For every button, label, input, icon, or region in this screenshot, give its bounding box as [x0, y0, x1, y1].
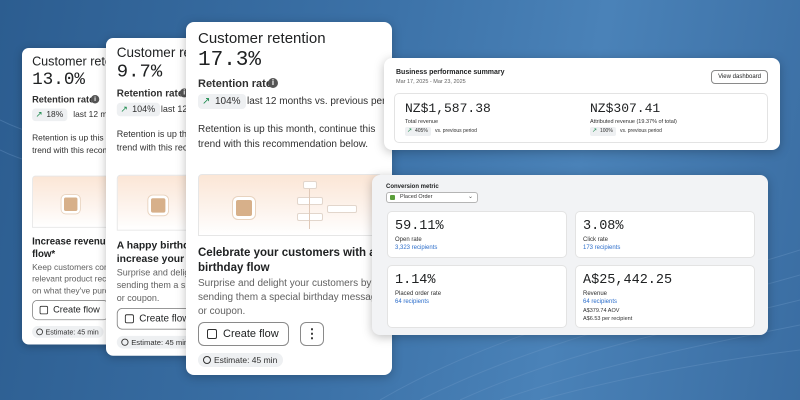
clock-icon — [203, 356, 211, 364]
retention-card: Customer retention 17.3% Retention rate i 10… — [186, 22, 392, 375]
metric-tile: 59.11% Open rate 3,323 recipients — [387, 211, 567, 258]
tile-label: Click rate — [583, 237, 609, 243]
date-range: Mar 17, 2025 - Mar 23, 2025 — [396, 79, 466, 85]
change-badge: 104% ↗ — [198, 94, 246, 109]
tile-extra: A$6.53 per recipient — [583, 316, 633, 322]
create-flow-button[interactable]: Create flow — [32, 300, 109, 321]
estimate-badge: Estimate: 45 min — [32, 326, 104, 338]
rate-label: Retention rate — [198, 78, 272, 90]
tile-label: Revenue — [583, 291, 608, 297]
tile-recipients[interactable]: 64 recipients — [395, 299, 430, 305]
tile-value: 3.08% — [583, 219, 624, 234]
change-badge: 405% ↗ — [405, 127, 431, 136]
rate-label: Retention rate — [116, 88, 184, 100]
more-button[interactable]: ⋮ — [300, 322, 324, 346]
trend-arrow: ↗ — [120, 104, 128, 115]
trend-arrow: ↗ — [35, 110, 43, 120]
flow-title: Increase revenue by cross-sell flow* — [32, 237, 173, 260]
view-dashboard-button[interactable]: View dashboard — [711, 70, 768, 84]
metric-dropdown[interactable]: Placed Order ⌄ — [386, 192, 478, 203]
tile-recipients[interactable]: 173 recipients — [583, 245, 621, 251]
info-icon: i — [179, 88, 189, 98]
trend-arrow: ↗ — [592, 128, 598, 134]
tile-value: 1.14% — [395, 273, 436, 288]
tile-value: 59.11% — [395, 219, 444, 234]
metric-label: Attributed revenue (19.37% of total) — [590, 119, 677, 125]
performance-card: Business performance summary Mar 17, 2025… — [384, 58, 780, 150]
message: Retention is up this month, continue thi… — [198, 124, 376, 150]
gift-icon — [233, 197, 255, 219]
chevron: ⌄ — [467, 194, 473, 200]
metric-tile: 1.14% Placed order rate 64 recipients — [387, 265, 567, 328]
retention-value: 9.7% — [116, 62, 163, 83]
info-icon: i — [268, 78, 278, 88]
card-title: Customer retention — [198, 30, 326, 47]
flow-line — [309, 189, 310, 229]
change-label: vs. previous period — [620, 128, 662, 134]
info-icon: i — [90, 95, 100, 104]
trend-arrow: ↗ — [407, 128, 413, 134]
trend-arrow: ↗ — [202, 96, 211, 107]
conversion-card: Conversion metric Placed Order ⌄ 59.11% Open… — [372, 175, 768, 335]
estimate-badge: Estimate: 45 min — [198, 353, 284, 367]
tile-extra: A$379.74 AOV — [583, 308, 620, 314]
flow-icon — [124, 314, 134, 324]
clock-icon — [36, 328, 43, 336]
tile-recipients[interactable]: 3,323 recipients — [395, 245, 438, 251]
change-badge: 100% ↗ — [590, 127, 616, 136]
change-badge: 18% ↗ — [32, 108, 68, 122]
change-label: vs. previous period — [435, 128, 477, 134]
tile-value: A$25,442.25 — [583, 273, 673, 288]
metrics-box: NZ$1,587.38 Total revenue 405% ↗ vs. previou… — [394, 93, 768, 143]
conversion-title: Conversion metric — [386, 184, 439, 190]
metric-label: Total revenue — [405, 119, 439, 125]
retention-value: 13.0% — [32, 70, 86, 90]
metric-value: NZ$1,587.38 — [405, 101, 491, 116]
flow-node — [327, 205, 357, 213]
gift-icon — [61, 195, 80, 214]
flow-node — [297, 197, 323, 205]
flow-icon — [207, 329, 217, 339]
rate-label: Retention rate — [32, 95, 95, 106]
create-flow-button[interactable]: Create flow — [198, 322, 289, 346]
flow-illustration — [198, 174, 382, 236]
flow-description: Surprise and delight your customers by s… — [198, 278, 382, 317]
metric-value: NZ$307.41 — [590, 101, 661, 116]
tile-label: Placed order rate — [395, 291, 442, 297]
flow-title: Celebrate your customers with a birthday… — [198, 247, 376, 274]
flow-node — [303, 181, 317, 189]
shopify-icon — [390, 195, 395, 200]
gift-icon — [148, 195, 169, 216]
metric-tile: 3.08% Click rate 173 recipients — [575, 211, 755, 258]
retention-value: 17.3% — [198, 49, 262, 72]
estimate-badge: Estimate: 45 min — [116, 335, 194, 349]
change-badge: 104% ↗ — [116, 102, 160, 117]
change-period: last 12 months vs. previous period — [247, 96, 392, 107]
tile-recipients[interactable]: 64 recipients — [583, 299, 618, 305]
flow-title: A happy birthday flow to increase your r… — [116, 240, 238, 265]
clock-icon — [121, 338, 129, 346]
tile-label: Open rate — [395, 237, 422, 243]
flow-node — [297, 213, 323, 221]
summary-title: Business performance summary — [396, 69, 505, 76]
flow-icon — [39, 305, 49, 315]
metric-tile: A$25,442.25 Revenue 64 recipients A$379.74 … — [575, 265, 755, 328]
